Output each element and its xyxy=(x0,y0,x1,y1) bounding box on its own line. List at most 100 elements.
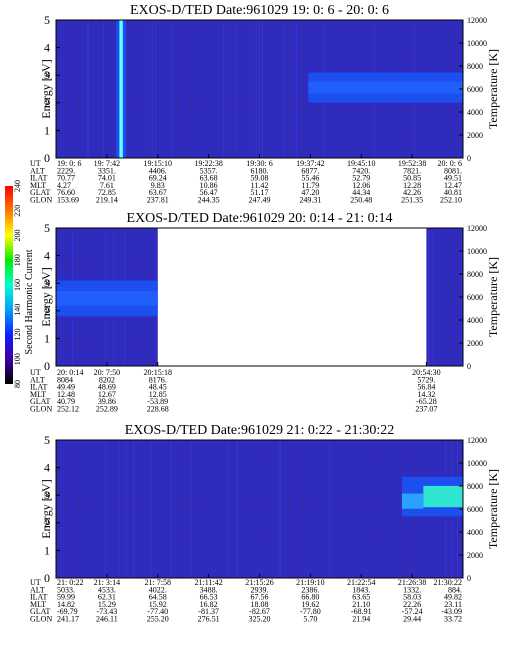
orbit-cell: 19.62 xyxy=(301,600,319,609)
orbit-cell: 3488. xyxy=(200,585,218,594)
streak xyxy=(428,228,430,366)
streak xyxy=(279,440,281,578)
orbit-cell: 4406. xyxy=(149,166,167,175)
orbit-cell: 244.35 xyxy=(198,196,220,205)
orbit-cell: 255.20 xyxy=(147,615,169,624)
orbit-cell: 58.03 xyxy=(403,593,421,602)
streak xyxy=(87,20,89,158)
y-axis-label: Energy [eV] xyxy=(39,479,53,538)
orbit-cell: 4.27 xyxy=(57,181,71,190)
orbit-cell: 70.77 xyxy=(57,174,75,183)
orbit-cell: 63.65 xyxy=(352,593,370,602)
x-tick-label-ut: 19:22:38 xyxy=(194,159,222,168)
orbit-cell: 11.42 xyxy=(251,181,269,190)
y2-tick-label: 12000 xyxy=(467,224,487,233)
streak xyxy=(223,20,225,158)
orbit-cell: 52.79 xyxy=(352,174,370,183)
orbit-cell: 39.86 xyxy=(98,397,116,406)
y-tick-label: 4 xyxy=(44,249,50,263)
orbit-cell: 49.49 xyxy=(57,383,75,392)
y2-tick-label: 0 xyxy=(467,154,471,163)
orbit-cell: 9.83 xyxy=(151,181,165,190)
y2-tick-label: 10000 xyxy=(467,459,487,468)
x-tick-label-ut: 21: 0:22 xyxy=(57,578,83,587)
orbit-row-label: GLON xyxy=(30,196,52,205)
orbit-cell: 246.11 xyxy=(96,615,118,624)
orbit-cell: 5357. xyxy=(200,166,218,175)
orbit-row-label: ALT xyxy=(30,585,45,594)
colorbar-tick-label: 240 xyxy=(13,180,22,192)
orbit-cell: 2229. xyxy=(57,166,75,175)
orbit-cell: 10.86 xyxy=(200,181,218,190)
streak xyxy=(236,440,238,578)
orbit-row-label: MLT xyxy=(30,390,46,399)
orbit-cell: 7420. xyxy=(352,166,370,175)
spectrogram-panel-2: EXOS-D/TED Date:961029 20: 0:14 - 21: 0:… xyxy=(30,211,500,414)
streak xyxy=(150,440,152,578)
orbit-cell: 44.34 xyxy=(352,188,370,197)
y-tick-label: 3 xyxy=(44,276,50,290)
energy-band-core xyxy=(308,81,463,94)
orbit-cell: 42.26 xyxy=(403,188,421,197)
orbit-cell: 251.35 xyxy=(401,196,423,205)
streak xyxy=(118,440,120,578)
orbit-cell: 59.99 xyxy=(57,593,75,602)
orbit-cell: 3351. xyxy=(98,166,116,175)
orbit-cell: 59.08 xyxy=(251,174,269,183)
x-tick-label-ut: 21: 3:14 xyxy=(94,578,120,587)
orbit-cell: 6180. xyxy=(251,166,269,175)
orbit-row-label: GLAT xyxy=(30,188,51,197)
colorbar-tick-label: 100 xyxy=(13,353,22,365)
x-tick-label-ut: 20:54:30 xyxy=(412,368,440,377)
x-tick-label-ut: 21: 7:58 xyxy=(145,578,171,587)
orbit-cell: 12.47 xyxy=(444,181,462,190)
orbit-cell: 228.68 xyxy=(147,405,169,414)
y-tick-label: 5 xyxy=(44,433,50,447)
orbit-cell: 4533. xyxy=(98,585,116,594)
orbit-cell: 153.69 xyxy=(57,196,79,205)
orbit-cell: -73.43 xyxy=(97,607,118,616)
orbit-cell: 16.82 xyxy=(200,600,218,609)
orbit-cell: 4022. xyxy=(149,585,167,594)
y2-tick-label: 6000 xyxy=(467,293,483,302)
orbit-cell: 8084 xyxy=(57,375,73,384)
panel-title: EXOS-D/TED Date:961029 19: 0: 6 - 20: 0:… xyxy=(130,3,389,18)
streak xyxy=(295,20,297,158)
orbit-cell: 29.44 xyxy=(403,615,421,624)
orbit-cell: 8202 xyxy=(99,375,115,384)
streak xyxy=(278,440,280,578)
orbit-row-label: ILAT xyxy=(30,174,47,183)
orbit-cell: 66.80 xyxy=(301,593,319,602)
y2-tick-label: 2000 xyxy=(467,339,483,348)
y2-tick-label: 12000 xyxy=(467,16,487,25)
y2-tick-label: 4000 xyxy=(467,528,483,537)
orbit-cell: 63.68 xyxy=(200,174,218,183)
y2-tick-label: 4000 xyxy=(467,108,483,117)
y-tick-label: 5 xyxy=(44,13,50,27)
orbit-cell: 325.20 xyxy=(249,615,271,624)
orbit-cell: 247.49 xyxy=(249,196,271,205)
orbit-row-label: ALT xyxy=(30,166,45,175)
streak xyxy=(258,20,260,158)
orbit-cell: 2386. xyxy=(301,585,319,594)
y-tick-label: 1 xyxy=(44,123,50,137)
orbit-row-label: ILAT xyxy=(30,593,47,602)
noise-speckle xyxy=(426,228,463,366)
streak xyxy=(155,20,157,158)
y-tick-label: 2 xyxy=(44,516,50,530)
x-tick-label-ut: 19:52:38 xyxy=(398,159,426,168)
orbit-cell: 250.48 xyxy=(350,196,372,205)
orbit-cell: 63.67 xyxy=(149,188,167,197)
y2-tick-label: 2000 xyxy=(467,551,483,560)
energy-band-core xyxy=(56,291,158,306)
orbit-cell: 40.79 xyxy=(57,397,75,406)
y-tick-label: 5 xyxy=(44,221,50,235)
y2-tick-label: 6000 xyxy=(467,85,483,94)
orbit-cell: 5.70 xyxy=(303,615,317,624)
y2-tick-label: 12000 xyxy=(467,436,487,445)
orbit-cell: 33.72 xyxy=(444,615,462,624)
y2-tick-label: 2000 xyxy=(467,131,483,140)
orbit-cell: 67.56 xyxy=(251,593,269,602)
orbit-cell: 74.01 xyxy=(98,174,116,183)
orbit-row-label: GLAT xyxy=(30,397,51,406)
